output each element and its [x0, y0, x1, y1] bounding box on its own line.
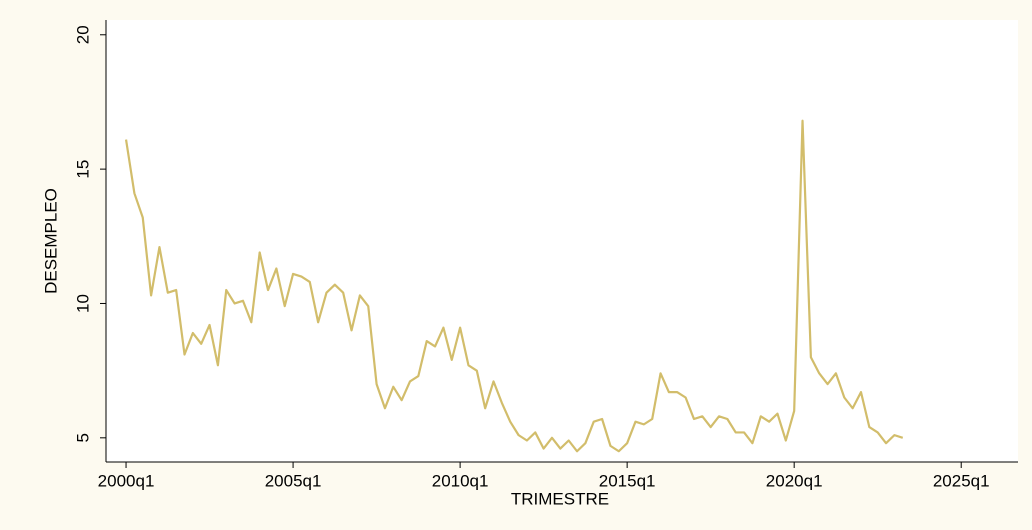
- x-tick-label: 2015q1: [599, 471, 656, 490]
- y-tick-label: 15: [73, 160, 92, 179]
- x-tick-label: 2005q1: [265, 471, 322, 490]
- plot-region: [106, 20, 1018, 462]
- x-tick-label: 2020q1: [766, 471, 823, 490]
- y-tick-label: 5: [73, 433, 92, 442]
- x-tick-label: 2025q1: [933, 471, 990, 490]
- y-tick-label: 20: [73, 25, 92, 44]
- x-tick-label: 2010q1: [432, 471, 489, 490]
- y-axis-title: DESEMPLEO: [41, 188, 60, 294]
- x-axis-title: TRIMESTRE: [511, 489, 609, 508]
- y-tick-label: 10: [73, 294, 92, 313]
- data-line: [124, 119, 904, 453]
- x-tick-label: 2000q1: [98, 471, 155, 490]
